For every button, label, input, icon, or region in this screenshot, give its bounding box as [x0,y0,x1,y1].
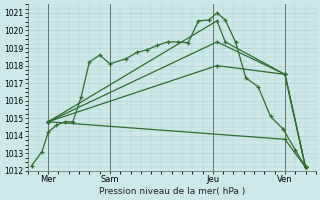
X-axis label: Pression niveau de la mer( hPa ): Pression niveau de la mer( hPa ) [99,187,245,196]
